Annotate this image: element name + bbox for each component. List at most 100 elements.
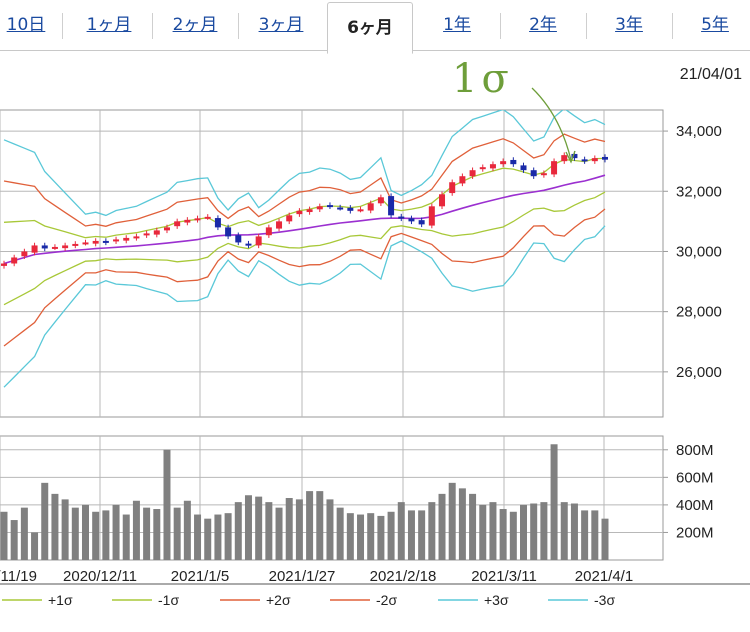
candle-body xyxy=(286,215,293,222)
tab-10d[interactable]: 10日 xyxy=(6,15,46,35)
volume-axis: 800M 600M 400M 200M xyxy=(676,442,714,542)
price-tick-label: 28,000 xyxy=(676,304,722,321)
candle-body xyxy=(276,221,283,229)
candle-body xyxy=(102,240,109,243)
volume-bar xyxy=(112,504,120,560)
volume-bar xyxy=(397,502,405,560)
candle-body xyxy=(408,218,415,222)
sigma3-lower-line xyxy=(3,225,606,388)
candle-body xyxy=(153,230,160,235)
candle-body xyxy=(510,159,517,165)
legend-label: +1σ xyxy=(48,592,73,608)
candle-body xyxy=(72,243,79,246)
date-tick-label: 2021/4/1 xyxy=(575,568,633,585)
volume-bar xyxy=(489,502,497,560)
volume-bar xyxy=(499,509,507,560)
moving-average-line xyxy=(3,174,606,265)
candle-body xyxy=(31,245,38,253)
candle-body xyxy=(388,196,395,216)
volume-bar xyxy=(122,514,130,560)
tab-5y[interactable]: 5年 xyxy=(701,15,729,35)
volume-bar xyxy=(336,507,344,560)
candlesticks xyxy=(1,151,608,269)
candle-body xyxy=(133,236,140,239)
tab-6m[interactable]: 6ヶ月 xyxy=(327,2,413,54)
candle-body xyxy=(398,216,405,219)
candle-body xyxy=(113,239,120,242)
candle-body xyxy=(520,165,527,171)
volume-bar xyxy=(418,510,426,560)
price-panel-frame xyxy=(0,109,664,418)
price-axis: 34,000 32,000 30,000 28,000 26,000 xyxy=(676,123,722,381)
candle-body xyxy=(174,221,181,227)
volume-bar xyxy=(469,493,477,560)
volume-bar xyxy=(214,514,222,560)
tab-separator xyxy=(500,13,501,39)
annotation-arrowhead xyxy=(565,150,576,164)
volume-bar xyxy=(224,513,232,560)
sigma1-lower-line xyxy=(3,191,606,306)
candle-body xyxy=(41,245,48,249)
date-axis: 2020/11/19 2020/12/11 2021/1/5 2021/1/27 202… xyxy=(0,568,633,585)
volume-bar xyxy=(520,504,528,560)
candle-body xyxy=(62,245,69,249)
volume-bar xyxy=(387,511,395,560)
tab-separator xyxy=(672,13,673,39)
tab-2m[interactable]: 2ヶ月 xyxy=(172,15,218,35)
legend-label: +3σ xyxy=(484,592,509,608)
date-tick-label: 2021/2/18 xyxy=(370,568,437,585)
volume-bar xyxy=(204,518,212,560)
tab-separator xyxy=(152,13,153,39)
candle-body xyxy=(245,243,252,246)
volume-bar xyxy=(581,510,589,560)
tab-2y[interactable]: 2年 xyxy=(529,15,557,35)
volume-bar xyxy=(479,504,487,560)
candle-body xyxy=(184,219,191,223)
annotation-arrow xyxy=(531,87,572,161)
sigma3-upper-line xyxy=(3,110,606,217)
candle-body xyxy=(123,237,130,241)
tab-3m[interactable]: 3ヶ月 xyxy=(258,15,304,35)
candle-body xyxy=(82,242,89,245)
volume-tick-label: 200M xyxy=(676,524,714,541)
volume-bar xyxy=(509,511,517,560)
volume-bar xyxy=(306,491,314,560)
candle-body xyxy=(92,240,99,244)
volume-bar xyxy=(570,503,578,560)
volume-bar xyxy=(102,510,110,560)
candle-body xyxy=(306,209,313,213)
legend: +1σ -1σ +2σ -2σ +3σ -3σ xyxy=(2,592,615,608)
tab-1m[interactable]: 1ヶ月 xyxy=(86,15,132,35)
candle-body xyxy=(428,206,435,226)
tab-separator xyxy=(238,13,239,39)
volume-bar xyxy=(560,502,568,560)
volume-bar xyxy=(153,509,161,560)
candle-body xyxy=(265,227,272,236)
sigma2-lower-line xyxy=(3,208,606,347)
volume-bar xyxy=(61,499,69,560)
candle-body xyxy=(337,207,344,210)
candle-body xyxy=(439,194,446,207)
volume-bar xyxy=(132,500,140,560)
volume-bar xyxy=(601,518,609,560)
chart-date: 21/04/01 xyxy=(679,66,742,83)
candle-body xyxy=(367,203,374,211)
tab-1y[interactable]: 1年 xyxy=(443,15,471,35)
volume-bar xyxy=(448,482,456,560)
candle-body xyxy=(551,161,558,175)
volume-bar xyxy=(346,513,354,560)
volume-bar xyxy=(92,511,100,560)
volume-bar xyxy=(234,502,242,560)
legend-label: -3σ xyxy=(594,592,615,608)
candle-body xyxy=(316,206,323,210)
volume-bar xyxy=(265,502,273,560)
volume-bar xyxy=(163,449,171,560)
volume-tick-label: 800M xyxy=(676,442,714,459)
volume-bar xyxy=(183,500,191,560)
bollinger-bands xyxy=(3,110,606,388)
tab-3y[interactable]: 3年 xyxy=(615,15,643,35)
candle-body xyxy=(163,227,170,231)
candle-body xyxy=(326,205,333,208)
candle-body xyxy=(469,170,476,177)
